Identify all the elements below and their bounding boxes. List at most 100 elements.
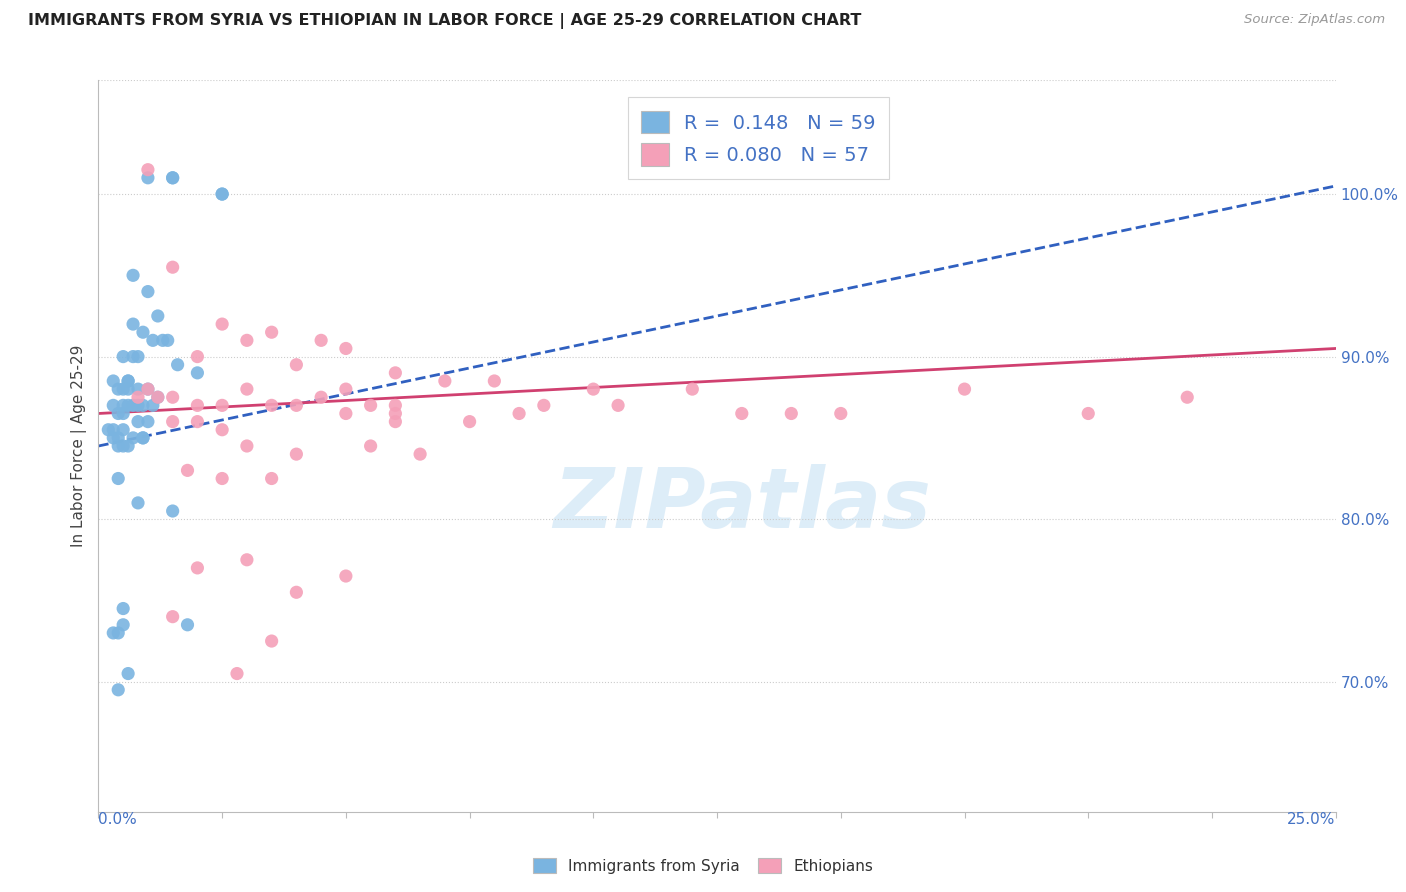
Point: [107, 682, 129, 697]
Point: [166, 358, 188, 372]
Point: [780, 407, 803, 421]
Point: [103, 626, 125, 640]
Point: [136, 162, 159, 177]
Point: [162, 260, 184, 275]
Point: [384, 415, 406, 429]
Point: [117, 666, 139, 681]
Point: [136, 170, 159, 185]
Point: [236, 382, 259, 396]
Legend: Immigrants from Syria, Ethiopians: Immigrants from Syria, Ethiopians: [527, 852, 879, 880]
Point: [186, 366, 208, 380]
Point: [285, 398, 308, 412]
Point: [186, 561, 208, 575]
Point: [458, 415, 481, 429]
Point: [533, 398, 555, 412]
Point: [309, 390, 332, 404]
Point: [211, 187, 233, 202]
Point: [260, 634, 283, 648]
Point: [211, 471, 233, 485]
Point: [127, 496, 149, 510]
Point: [409, 447, 432, 461]
Point: [122, 398, 145, 412]
Point: [384, 366, 406, 380]
Point: [211, 398, 233, 412]
Point: [335, 342, 357, 356]
Point: [508, 407, 530, 421]
Point: [360, 439, 382, 453]
Point: [107, 431, 129, 445]
Point: [211, 423, 233, 437]
Point: [830, 407, 852, 421]
Point: [112, 407, 135, 421]
Point: [122, 350, 145, 364]
Point: [117, 439, 139, 453]
Point: [236, 439, 259, 453]
Y-axis label: In Labor Force | Age 25-29: In Labor Force | Age 25-29: [72, 345, 87, 547]
Point: [103, 374, 125, 388]
Point: [260, 398, 283, 412]
Point: [211, 317, 233, 331]
Point: [260, 471, 283, 485]
Point: [681, 382, 703, 396]
Point: [156, 334, 179, 348]
Text: IMMIGRANTS FROM SYRIA VS ETHIOPIAN IN LABOR FORCE | AGE 25-29 CORRELATION CHART: IMMIGRANTS FROM SYRIA VS ETHIOPIAN IN LA…: [28, 13, 862, 29]
Point: [162, 504, 184, 518]
Point: [146, 390, 169, 404]
Point: [176, 617, 198, 632]
Point: [112, 382, 135, 396]
Point: [176, 463, 198, 477]
Point: [97, 423, 120, 437]
Point: [112, 439, 135, 453]
Point: [127, 390, 149, 404]
Point: [107, 407, 129, 421]
Point: [335, 569, 357, 583]
Point: [107, 626, 129, 640]
Point: [186, 398, 208, 412]
Point: [103, 398, 125, 412]
Point: [335, 407, 357, 421]
Text: Source: ZipAtlas.com: Source: ZipAtlas.com: [1244, 13, 1385, 27]
Point: [162, 415, 184, 429]
Point: [127, 415, 149, 429]
Point: [107, 471, 129, 485]
Point: [107, 382, 129, 396]
Point: [127, 398, 149, 412]
Point: [112, 350, 135, 364]
Point: [127, 350, 149, 364]
Point: [103, 431, 125, 445]
Point: [433, 374, 456, 388]
Point: [384, 407, 406, 421]
Point: [136, 382, 159, 396]
Point: [285, 358, 308, 372]
Point: [136, 382, 159, 396]
Point: [162, 390, 184, 404]
Point: [103, 423, 125, 437]
Point: [117, 398, 139, 412]
Point: [285, 585, 308, 599]
Point: [132, 398, 155, 412]
Point: [107, 439, 129, 453]
Point: [236, 334, 259, 348]
Point: [117, 382, 139, 396]
Point: [132, 325, 155, 339]
Point: [146, 390, 169, 404]
Point: [309, 334, 332, 348]
Point: [112, 617, 135, 632]
Point: [152, 334, 174, 348]
Point: [1077, 407, 1099, 421]
Point: [162, 170, 184, 185]
Point: [953, 382, 976, 396]
Point: [142, 398, 165, 412]
Point: [136, 415, 159, 429]
Point: [260, 325, 283, 339]
Point: [607, 398, 630, 412]
Point: [142, 334, 165, 348]
Point: [186, 350, 208, 364]
Point: [162, 170, 184, 185]
Point: [226, 666, 249, 681]
Point: [731, 407, 754, 421]
Legend: R =  0.148   N = 59, R = 0.080   N = 57: R = 0.148 N = 59, R = 0.080 N = 57: [628, 97, 890, 179]
Point: [127, 382, 149, 396]
Point: [117, 374, 139, 388]
Point: [186, 415, 208, 429]
